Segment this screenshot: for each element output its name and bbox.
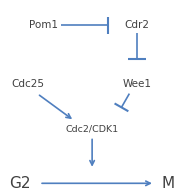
Text: Wee1: Wee1 [123, 79, 152, 89]
Text: G2: G2 [9, 176, 30, 191]
Text: M: M [162, 176, 175, 191]
Text: Cdc25: Cdc25 [11, 79, 44, 89]
Text: Pom1: Pom1 [29, 20, 58, 30]
Text: Cdc2/CDK1: Cdc2/CDK1 [65, 124, 119, 133]
Text: Cdr2: Cdr2 [125, 20, 150, 30]
